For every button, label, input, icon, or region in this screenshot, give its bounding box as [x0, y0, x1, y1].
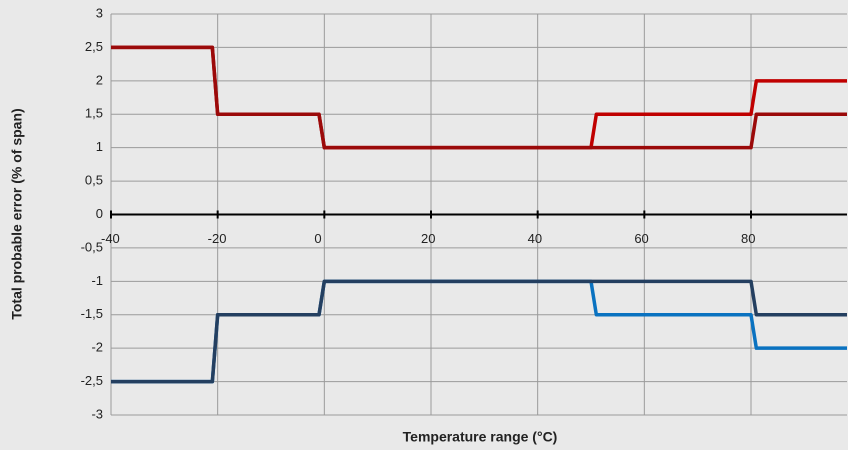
data-line [111, 279, 847, 384]
x-tick-label: 60 [634, 231, 648, 246]
data-line [111, 279, 847, 384]
x-tick-label: 20 [421, 231, 435, 246]
y-tick-label: -1 [91, 273, 103, 288]
y-tick-label: 0 [96, 206, 103, 221]
y-tick-label: 1 [96, 139, 103, 154]
x-tick-label: 0 [314, 231, 321, 246]
y-tick-label: 0,5 [85, 173, 103, 188]
y-tick-label: -2,5 [81, 373, 103, 388]
y-tick-label: 3 [96, 5, 103, 20]
y-tick-label: 1,5 [85, 106, 103, 121]
y-tick-label: 2 [96, 72, 103, 87]
x-tick-label: 80 [741, 231, 755, 246]
x-tick-label: -40 [101, 231, 120, 246]
data-line [111, 45, 847, 150]
x-tick-label: 40 [528, 231, 542, 246]
x-axis-title: Temperature range (°C) [403, 429, 558, 445]
y-tick-label: 2,5 [85, 39, 103, 54]
y-tick-label: -0,5 [81, 239, 103, 254]
y-tick-label: -3 [91, 406, 103, 421]
y-axis-title: Total probable error (% of span) [9, 108, 25, 319]
data-line [111, 45, 847, 150]
y-tick-label: -1,5 [81, 306, 103, 321]
x-tick-label: -20 [208, 231, 227, 246]
y-tick-label: -2 [91, 340, 103, 355]
